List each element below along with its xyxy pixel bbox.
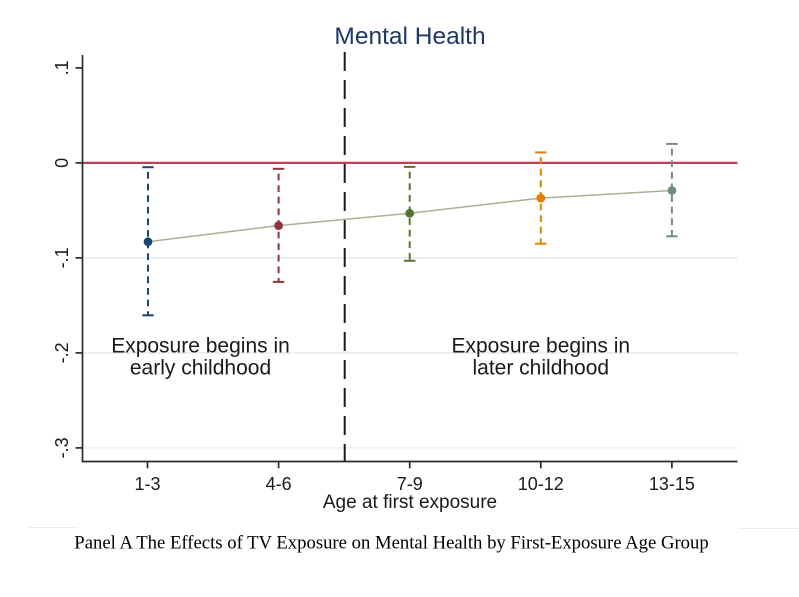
svg-text:-.2: -.2 [52, 342, 72, 363]
svg-text:.1: .1 [52, 60, 72, 75]
svg-text:-.3: -.3 [52, 437, 72, 458]
svg-text:13-15: 13-15 [649, 474, 695, 494]
svg-text:Exposure begins in: Exposure begins in [111, 335, 290, 358]
svg-text:1-3: 1-3 [134, 474, 160, 494]
svg-text:4-6: 4-6 [266, 474, 292, 494]
svg-text:7-9: 7-9 [397, 474, 423, 494]
svg-text:Panel A The Effects of TV Expo: Panel A The Effects of TV Exposure on Me… [74, 533, 708, 554]
svg-text:Age at first exposure: Age at first exposure [323, 492, 497, 513]
svg-text:-.1: -.1 [52, 247, 72, 268]
svg-text:Mental Health: Mental Health [334, 23, 485, 50]
svg-text:later childhood: later childhood [473, 357, 610, 380]
svg-text:0: 0 [52, 158, 72, 168]
svg-text:Exposure begins in: Exposure begins in [451, 335, 630, 358]
svg-text:10-12: 10-12 [518, 474, 564, 494]
svg-text:early childhood: early childhood [130, 357, 271, 380]
